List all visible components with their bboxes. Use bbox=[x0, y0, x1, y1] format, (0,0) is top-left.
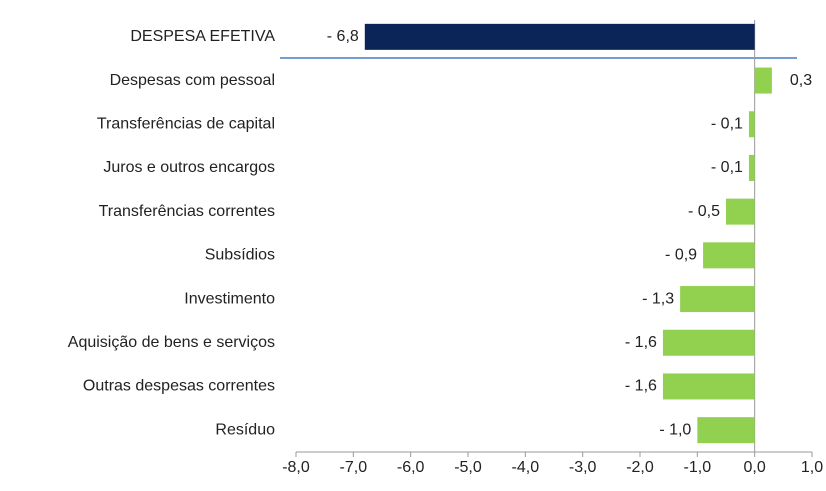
category-label: Transferências correntes bbox=[99, 203, 275, 220]
category-label: Transferências de capital bbox=[97, 115, 275, 132]
bar bbox=[662, 373, 755, 400]
x-tick-label: -2,0 bbox=[626, 459, 654, 476]
bar bbox=[662, 329, 755, 356]
bar bbox=[726, 198, 755, 225]
value-label: 0,3 bbox=[790, 72, 812, 89]
value-label: - 1,6 bbox=[625, 334, 657, 351]
x-tick-label: -4,0 bbox=[512, 459, 540, 476]
x-tick-label: -8,0 bbox=[282, 459, 310, 476]
value-label: - 0,9 bbox=[665, 247, 697, 264]
x-tick-label: -1,0 bbox=[684, 459, 712, 476]
bar bbox=[680, 286, 755, 313]
category-label: Juros e outros encargos bbox=[103, 159, 275, 176]
bar bbox=[697, 417, 755, 444]
value-label: - 0,1 bbox=[711, 115, 743, 132]
value-label: - 0,1 bbox=[711, 159, 743, 176]
bar bbox=[748, 154, 755, 181]
value-label: - 0,5 bbox=[688, 203, 720, 220]
x-tick-label: -6,0 bbox=[397, 459, 425, 476]
x-tick-label: -5,0 bbox=[454, 459, 482, 476]
bar bbox=[364, 23, 755, 50]
category-label: DESPESA EFETIVA bbox=[130, 28, 275, 45]
x-tick-label: 1,0 bbox=[801, 459, 823, 476]
category-label: Outras despesas correntes bbox=[83, 378, 275, 395]
value-label: - 1,0 bbox=[659, 421, 691, 438]
bar bbox=[703, 242, 755, 269]
category-label: Despesas com pessoal bbox=[110, 72, 275, 89]
bar bbox=[754, 67, 772, 94]
x-tick-label: 0,0 bbox=[744, 459, 766, 476]
category-label: Investimento bbox=[184, 290, 275, 307]
bar bbox=[748, 111, 755, 138]
value-label: - 6,8 bbox=[327, 28, 359, 45]
x-tick-label: -3,0 bbox=[569, 459, 597, 476]
category-label: Aquisição de bens e serviços bbox=[68, 334, 275, 351]
value-label: - 1,3 bbox=[642, 290, 674, 307]
x-tick-label: -7,0 bbox=[340, 459, 368, 476]
category-label: Subsídios bbox=[205, 247, 275, 264]
value-label: - 1,6 bbox=[625, 378, 657, 395]
category-label: Resíduo bbox=[215, 421, 275, 438]
